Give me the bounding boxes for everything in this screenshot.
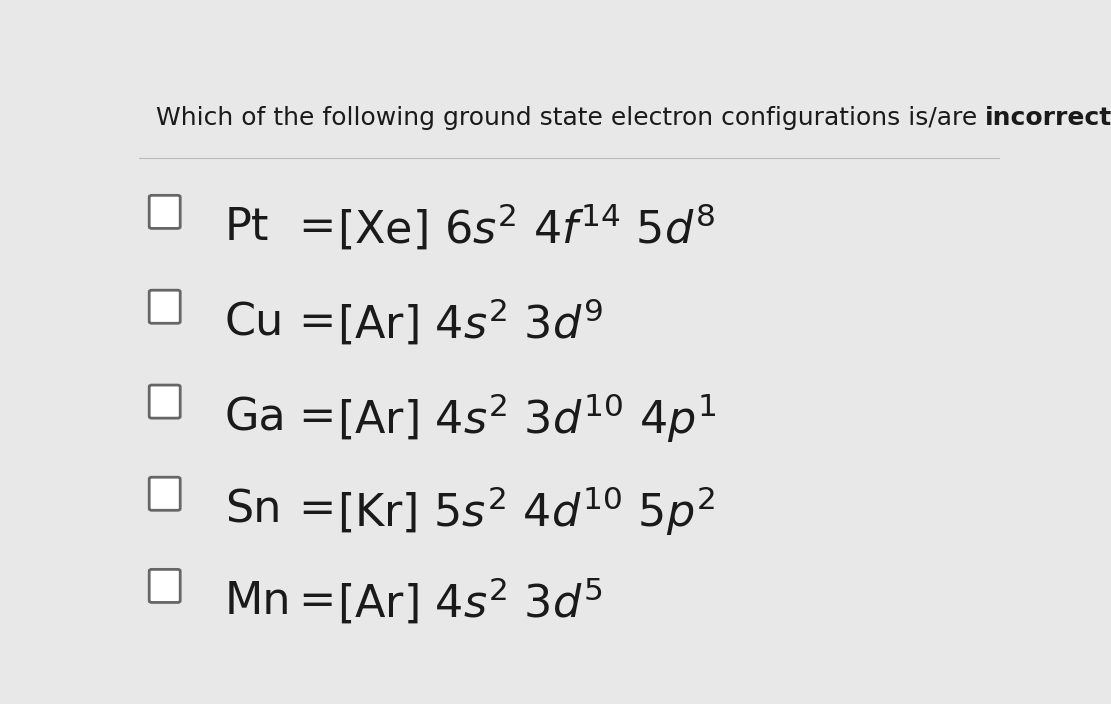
Text: =: =	[298, 206, 336, 249]
Text: Cu: Cu	[224, 301, 284, 344]
Text: $[\mathrm{Ar}]\ 4s^2\ 3d^{10}\ 4p^1$: $[\mathrm{Ar}]\ 4s^2\ 3d^{10}\ 4p^1$	[337, 392, 717, 446]
FancyBboxPatch shape	[149, 195, 180, 228]
Text: Which of the following ground state electron configurations is/are: Which of the following ground state elec…	[156, 106, 985, 130]
Text: =: =	[298, 396, 336, 439]
Text: $[\mathrm{Ar}]\ 4s^2\ 3d^5$: $[\mathrm{Ar}]\ 4s^2\ 3d^5$	[337, 576, 603, 627]
Text: =: =	[298, 581, 336, 624]
Text: $[\mathrm{Kr}]\ 5s^2\ 4d^{10}\ 5p^2$: $[\mathrm{Kr}]\ 5s^2\ 4d^{10}\ 5p^2$	[337, 484, 715, 538]
Text: Sn: Sn	[224, 489, 281, 532]
FancyBboxPatch shape	[149, 290, 180, 323]
FancyBboxPatch shape	[149, 385, 180, 418]
FancyBboxPatch shape	[149, 477, 180, 510]
Text: $[\mathrm{Ar}]\ 4s^2\ 3d^9$: $[\mathrm{Ar}]\ 4s^2\ 3d^9$	[337, 297, 603, 347]
Text: =: =	[298, 489, 336, 532]
Text: Mn: Mn	[224, 581, 291, 624]
Text: incorrect?: incorrect?	[985, 106, 1111, 130]
Text: $[\mathrm{Xe}]\ 6s^2\ 4f^{14}\ 5d^8$: $[\mathrm{Xe}]\ 6s^2\ 4f^{14}\ 5d^8$	[337, 202, 715, 253]
Text: Pt: Pt	[224, 206, 270, 249]
Text: =: =	[298, 301, 336, 344]
FancyBboxPatch shape	[149, 570, 180, 603]
Text: Ga: Ga	[224, 396, 287, 439]
